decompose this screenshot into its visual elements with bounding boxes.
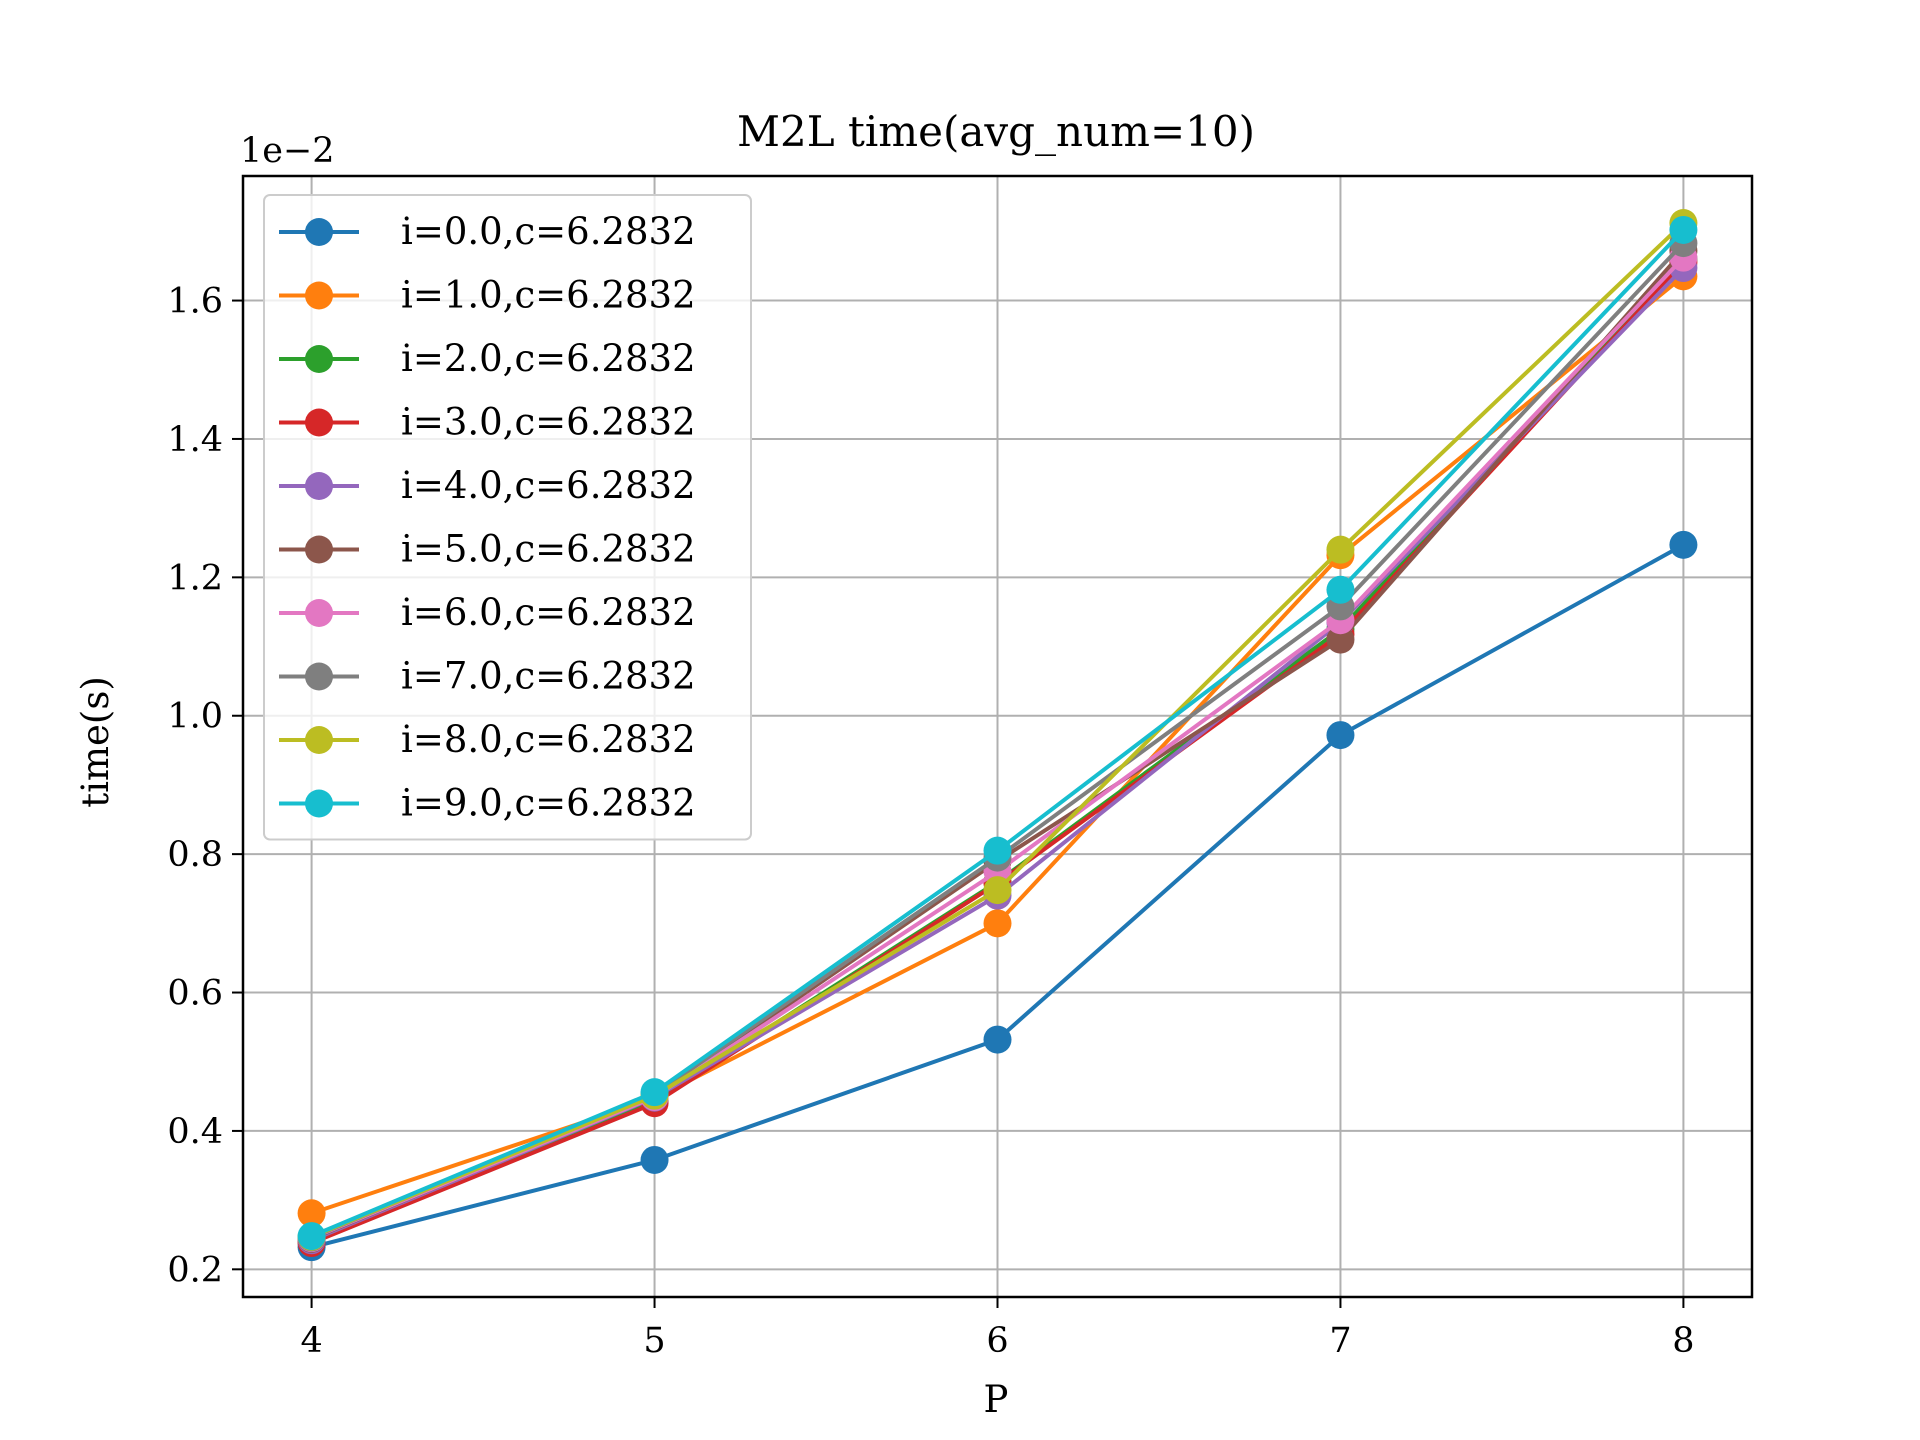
data-point (1326, 625, 1355, 654)
legend-label: i=2.0,c=6.2832 (401, 337, 696, 380)
y-tick-label: 1.2 (167, 558, 223, 598)
legend-entry: i=6.0,c=6.2832 (279, 591, 696, 634)
data-point (983, 1025, 1012, 1054)
legend-label: i=8.0,c=6.2832 (401, 718, 696, 761)
y-offset-label: 1e−2 (240, 131, 335, 171)
legend-entry: i=3.0,c=6.2832 (279, 401, 696, 444)
y-tick-label: 0.6 (167, 974, 223, 1014)
x-tick-label: 4 (300, 1321, 322, 1361)
data-point (1669, 215, 1698, 244)
data-point (640, 1078, 669, 1107)
legend-entry: i=0.0,c=6.2832 (279, 210, 696, 253)
legend-entry: i=4.0,c=6.2832 (279, 464, 696, 507)
legend-marker (305, 281, 333, 310)
x-tick-label: 6 (986, 1321, 1008, 1361)
x-tick-label: 7 (1329, 1321, 1351, 1361)
data-point (297, 1199, 326, 1228)
legend-label: i=6.0,c=6.2832 (401, 591, 696, 634)
data-point (297, 1222, 326, 1251)
data-point (983, 836, 1012, 865)
legend-entry: i=5.0,c=6.2832 (279, 528, 696, 571)
series-9 (297, 215, 1698, 1251)
y-tick-label: 1.4 (167, 420, 223, 460)
legend-marker (305, 535, 333, 564)
legend-marker (305, 789, 333, 818)
legend-marker (305, 472, 333, 500)
chart-title: M2L time(avg_num=10) (737, 107, 1255, 156)
legend-marker (305, 408, 333, 437)
legend-label: i=5.0,c=6.2832 (401, 528, 696, 571)
data-point (1326, 575, 1355, 604)
legend-label: i=4.0,c=6.2832 (401, 464, 696, 507)
legend-entry: i=9.0,c=6.2832 (279, 782, 696, 825)
y-tick-label: 0.8 (167, 835, 223, 875)
data-point (1326, 721, 1355, 750)
legend-marker (305, 726, 333, 754)
y-axis-label: time(s) (74, 676, 117, 808)
legend-entry: i=2.0,c=6.2832 (279, 337, 696, 380)
y-tick-label: 0.2 (167, 1250, 223, 1290)
data-point (1326, 535, 1355, 564)
axis-ticks: 4 5 6 7 8 0.2 0.4 0.6 0.8 1.0 1.2 1.4 1.6 (167, 282, 1694, 1361)
legend-label: i=3.0,c=6.2832 (401, 401, 696, 444)
x-tick-label: 8 (1672, 1321, 1694, 1361)
series-lines (297, 209, 1698, 1262)
x-axis-label: P (984, 1378, 1009, 1421)
legend-marker (305, 345, 333, 373)
y-tick-label: 1.6 (167, 282, 223, 322)
legend-entry: i=1.0,c=6.2832 (279, 274, 696, 317)
y-tick-label: 1.0 (167, 697, 223, 737)
x-tick-label: 5 (643, 1321, 665, 1361)
legend-box (263, 194, 752, 841)
data-point (1669, 530, 1698, 559)
data-point (640, 1145, 669, 1174)
data-point (983, 876, 1012, 905)
y-tick-label: 0.4 (167, 1112, 223, 1152)
legend-marker (305, 599, 333, 627)
legend-label: i=7.0,c=6.2832 (401, 655, 696, 698)
legend-label: i=1.0,c=6.2832 (401, 274, 696, 317)
legend: i=0.0,c=6.2832 i=1.0,c=6.2832 i=2.0,c=6.28… (263, 194, 752, 841)
legend-entry: i=8.0,c=6.2832 (279, 718, 696, 761)
legend-entry: i=7.0,c=6.2832 (279, 655, 696, 698)
legend-label: i=0.0,c=6.2832 (401, 210, 696, 253)
legend-marker (305, 662, 333, 691)
legend-label: i=9.0,c=6.2832 (401, 782, 696, 825)
legend-marker (305, 218, 333, 246)
data-point (983, 909, 1012, 938)
